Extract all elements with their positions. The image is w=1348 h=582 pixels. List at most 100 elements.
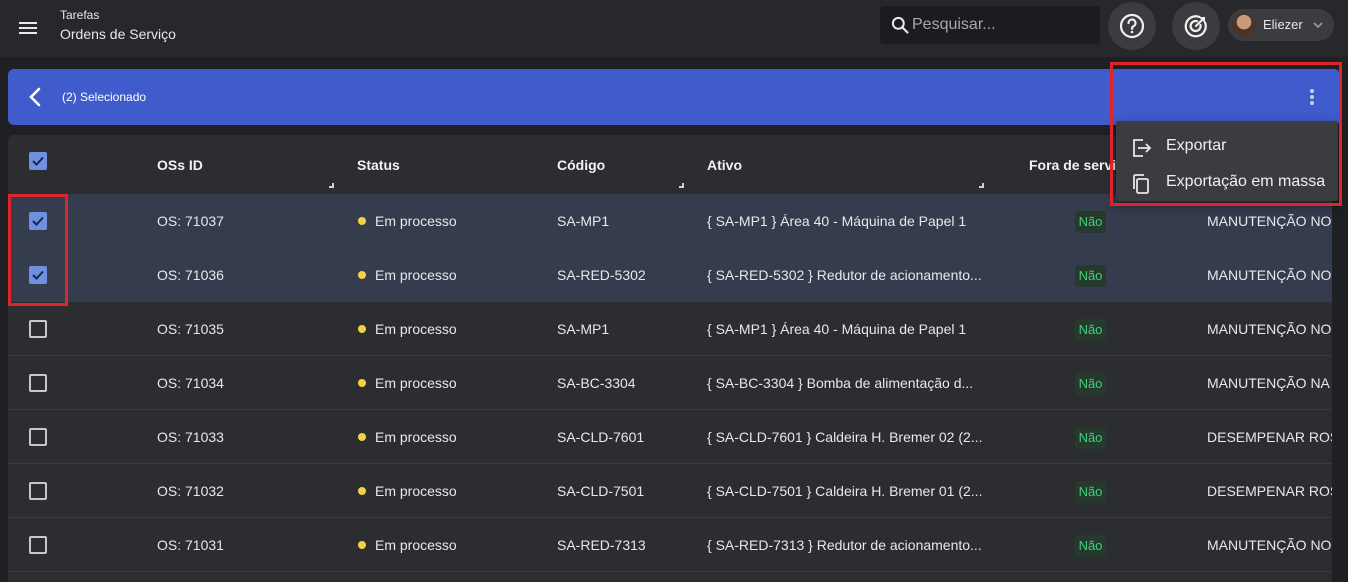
check-icon <box>32 156 44 166</box>
table-row[interactable]: OS: 71033 Em processo SA-CLD-7601 { SA-CLD-… <box>8 410 1332 464</box>
out-of-service-badge: Não <box>1075 427 1106 449</box>
column-header-codigo[interactable]: Código <box>557 157 606 173</box>
ativo-cell: { SA-BC-3304 } Bomba de alimentação d... <box>707 375 974 391</box>
out-of-service-badge: Não <box>1075 211 1106 233</box>
search-icon <box>891 16 909 34</box>
status-cell: Em processo <box>375 429 457 445</box>
select-all-checkbox[interactable] <box>29 152 47 170</box>
ativo-cell: { SA-CLD-7601 } Caldeira H. Bremer 02 (2… <box>707 429 983 445</box>
out-of-service-badge: Não <box>1075 373 1106 395</box>
os-id-cell: OS: 71035 <box>157 321 224 337</box>
more-options-button[interactable] <box>1300 83 1324 111</box>
status-cell: Em processo <box>375 483 457 499</box>
export-menu-item[interactable]: Exportar <box>1116 128 1338 164</box>
table-row[interactable]: OS: 71031 Em processo SA-RED-7313 { SA-RED-… <box>8 518 1332 572</box>
table-row[interactable]: OS: 71037 Em processo SA-MP1 { SA-MP1 } Áre… <box>8 194 1332 248</box>
check-icon <box>32 270 44 280</box>
row-checkbox[interactable] <box>29 266 47 284</box>
codigo-cell: SA-BC-3304 <box>557 375 636 391</box>
ativo-cell: { SA-CLD-7501 } Caldeira H. Bremer 01 (2… <box>707 483 983 499</box>
row-checkbox[interactable] <box>29 482 47 500</box>
ativo-cell: { SA-RED-7313 } Redutor de acionamento..… <box>707 537 982 553</box>
ativo-cell: { SA-RED-5302 } Redutor de acionamento..… <box>707 267 982 283</box>
column-header-status[interactable]: Status <box>357 157 400 173</box>
table-row[interactable]: OS: 71032 Em processo SA-CLD-7501 { SA-CLD-… <box>8 464 1332 518</box>
out-of-service-badge: Não <box>1075 265 1106 287</box>
os-id-cell: OS: 71037 <box>157 213 224 229</box>
status-dot-icon <box>358 541 366 549</box>
description-cell: MANUTENÇÃO NO C <box>1207 321 1332 337</box>
out-of-service-badge: Não <box>1075 481 1106 503</box>
page-title: Ordens de Serviço <box>60 26 176 42</box>
os-id-cell: OS: 71036 <box>157 267 224 283</box>
row-checkbox[interactable] <box>29 428 47 446</box>
os-id-cell: OS: 71033 <box>157 429 224 445</box>
status-cell: Em processo <box>375 321 457 337</box>
codigo-cell: SA-RED-7313 <box>557 537 646 553</box>
selection-toolbar: (2) Selecionado <box>8 69 1340 125</box>
chevron-left-icon <box>29 87 41 107</box>
column-resize-handle[interactable] <box>679 183 684 188</box>
codigo-cell: SA-CLD-7501 <box>557 483 645 499</box>
description-cell: MANUTENÇÃO NO S <box>1207 213 1332 229</box>
ativo-cell: { SA-MP1 } Área 40 - Máquina de Papel 1 <box>707 321 967 337</box>
status-cell: Em processo <box>375 267 457 283</box>
description-cell: DESEMPENAR ROSC <box>1207 429 1332 445</box>
out-of-service-badge: Não <box>1075 319 1106 341</box>
description-cell: MANUTENÇÃO NA I <box>1207 375 1332 391</box>
help-icon <box>1119 13 1145 39</box>
goals-button[interactable] <box>1172 2 1220 50</box>
status-dot-icon <box>358 325 366 333</box>
target-icon <box>1184 15 1207 38</box>
table-row[interactable]: OS: 71035 Em processo SA-MP1 { SA-MP1 } Áre… <box>8 302 1332 356</box>
row-checkbox[interactable] <box>29 536 47 554</box>
os-id-cell: OS: 71031 <box>157 537 224 553</box>
row-checkbox[interactable] <box>29 320 47 338</box>
hamburger-menu-icon[interactable] <box>14 14 42 42</box>
status-cell: Em processo <box>375 375 457 391</box>
user-menu[interactable]: Eliezer <box>1228 9 1334 41</box>
out-of-service-badge: Não <box>1075 535 1106 557</box>
status-cell: Em processo <box>375 213 457 229</box>
chevron-down-icon <box>1313 22 1323 29</box>
ativo-cell: { SA-MP1 } Área 40 - Máquina de Papel 1 <box>707 213 967 229</box>
help-button[interactable] <box>1108 2 1156 50</box>
column-header-ativo[interactable]: Ativo <box>707 157 742 173</box>
os-id-cell: OS: 71032 <box>157 483 224 499</box>
column-resize-handle[interactable] <box>979 183 984 188</box>
status-dot-icon <box>358 271 366 279</box>
avatar <box>1232 13 1256 37</box>
search-input[interactable] <box>912 6 1092 44</box>
table-row[interactable]: OS: 71034 Em processo SA-BC-3304 { SA-BC-33… <box>8 356 1332 410</box>
status-dot-icon <box>358 217 366 225</box>
column-header-os-id[interactable]: OSs ID <box>157 157 203 173</box>
description-cell: MANUTENÇÃO NO I <box>1207 537 1332 553</box>
row-checkbox[interactable] <box>29 374 47 392</box>
work-orders-table: OSs ID Status Código Ativo Fora de servi… <box>8 135 1332 582</box>
column-resize-handle[interactable] <box>329 183 334 188</box>
bulk-export-menu-item[interactable]: Exportação em massa <box>1116 164 1338 200</box>
check-icon <box>32 216 44 226</box>
copy-icon <box>1133 174 1149 194</box>
export-icon <box>1133 139 1152 157</box>
bulk-actions-menu: Exportar Exportação em massa <box>1116 121 1338 201</box>
back-button[interactable] <box>22 83 50 111</box>
codigo-cell: SA-CLD-7601 <box>557 429 645 445</box>
status-dot-icon <box>358 487 366 495</box>
table-row[interactable]: OS: 71036 Em processo SA-RED-5302 { SA-RED-… <box>8 248 1332 302</box>
bulk-export-label: Exportação em massa <box>1166 173 1326 190</box>
description-cell: DESEMPENAR ROSC <box>1207 483 1332 499</box>
codigo-cell: SA-MP1 <box>557 213 610 229</box>
status-dot-icon <box>358 379 366 387</box>
description-cell: MANUTENÇÃO NO I <box>1207 267 1332 283</box>
search-box <box>880 6 1100 44</box>
status-cell: Em processo <box>375 537 457 553</box>
column-header-fora-de-servico[interactable]: Fora de servi <box>1029 157 1117 173</box>
row-checkbox[interactable] <box>29 212 47 230</box>
selected-count: (2) Selecionado <box>62 90 147 104</box>
top-app-bar: Tarefas Ordens de Serviço Eliezer <box>0 0 1348 57</box>
export-label: Exportar <box>1166 137 1227 154</box>
breadcrumb-parent: Tarefas <box>60 8 100 22</box>
os-id-cell: OS: 71034 <box>157 375 224 391</box>
codigo-cell: SA-RED-5302 <box>557 267 646 283</box>
